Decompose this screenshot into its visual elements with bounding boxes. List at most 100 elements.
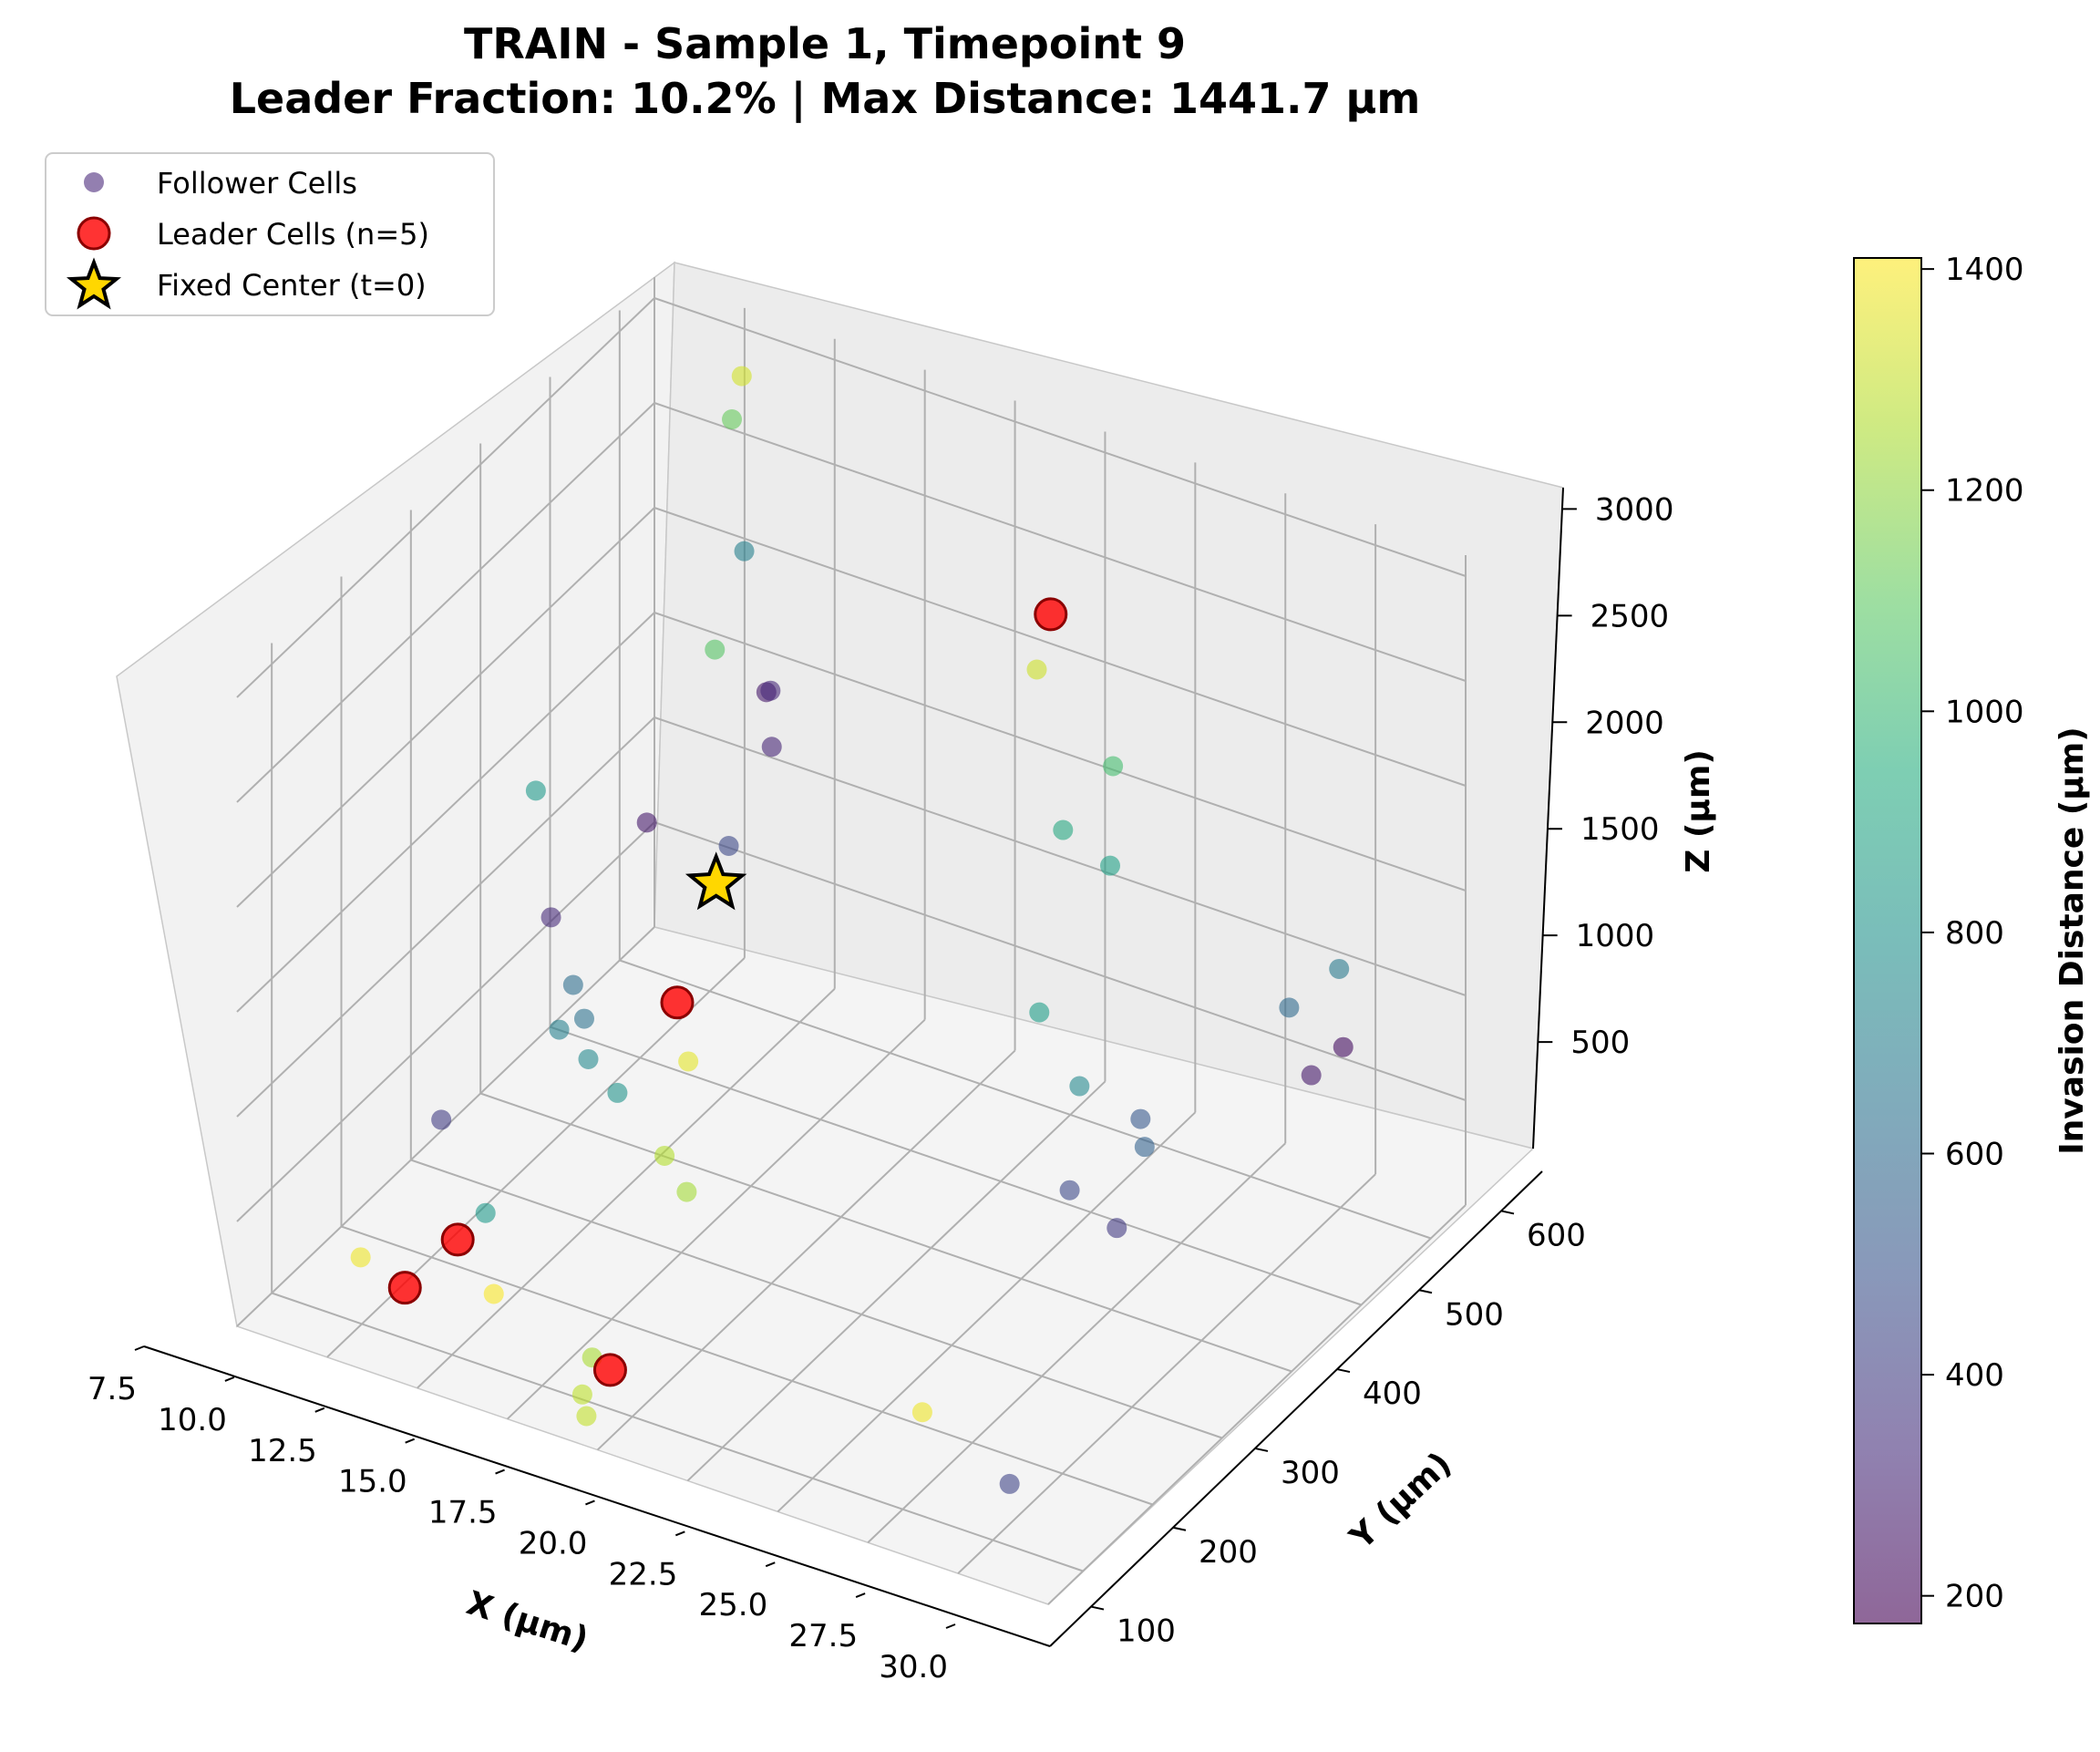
z-ticks: 500 1000 1500 2000 2500 3000 (1538, 491, 1673, 1061)
legend-follower-label: Follower Cells (157, 166, 357, 201)
y-tick-mark (1418, 1289, 1433, 1294)
leader-cell-point (660, 985, 695, 1020)
colorbar-tick-label: 800 (1945, 915, 2004, 952)
y-tick-mark (1090, 1605, 1105, 1611)
left-wall-gridline-z (236, 716, 655, 1118)
x-tick-label: 12.5 (248, 1433, 317, 1469)
follower-cell-point (573, 1008, 594, 1029)
x-tick-mark (585, 1500, 595, 1506)
y-tick-label: 400 (1363, 1376, 1422, 1412)
follower-cell-point (1029, 1002, 1050, 1023)
floor-gridline-y (550, 1025, 1362, 1306)
floor-gridline-x (957, 1173, 1376, 1574)
follower-cell-point (761, 737, 782, 757)
x-tick-label: 27.5 (788, 1618, 858, 1654)
floor-gridline-x (596, 1049, 1016, 1451)
follower-cell-point (705, 639, 726, 660)
colorbar-tick-label: 600 (1945, 1136, 2004, 1172)
follower-cell-point (760, 680, 781, 701)
chart-title: TRAIN - Sample 1, Timepoint 9 (464, 19, 1186, 68)
floor-gridline-y (479, 1092, 1292, 1373)
follower-cell-point (576, 1406, 597, 1427)
legend-leader-label: Leader Cells (n=5) (157, 217, 429, 252)
follower-cell-point (1103, 756, 1124, 777)
z-tick-label: 3000 (1595, 491, 1674, 528)
legend-center-marker (66, 257, 122, 310)
leader-cell-point (387, 1271, 422, 1305)
x-tick-mark (134, 1345, 145, 1351)
x-tick-label: 22.5 (609, 1556, 678, 1592)
z-axis-line (1532, 487, 1564, 1149)
follower-cell-point (734, 541, 755, 562)
floor-gridline-y (341, 1225, 1153, 1506)
follower-cell-point (540, 907, 561, 928)
y-tick-label: 500 (1445, 1296, 1504, 1333)
x-tick-mark (495, 1469, 505, 1475)
x-tick-mark (314, 1407, 325, 1413)
x-ticks: 7.5 10.0 12.5 15.0 17.5 20.0 22.5 25.0 27.5 30.0 (88, 1345, 956, 1685)
floor-gridline-x (1047, 1204, 1467, 1605)
y-tick-label: 600 (1527, 1217, 1586, 1253)
z-tick-label: 2000 (1585, 705, 1664, 741)
y-tick-mark (1254, 1447, 1269, 1452)
x-axis-line (143, 1345, 1051, 1647)
floor-gridline-x (686, 1080, 1107, 1482)
left-wall-gridline-z (236, 402, 655, 803)
y-tick-mark (1336, 1368, 1351, 1374)
scatter-points (350, 366, 1354, 1494)
x-tick-mark (855, 1592, 866, 1599)
left-wall-gridline-z (236, 507, 655, 908)
floor-gridline-x (777, 1111, 1197, 1513)
follower-cell-point (578, 1048, 599, 1069)
x-tick-label: 10.0 (158, 1402, 227, 1438)
follower-cell-point (475, 1202, 496, 1223)
x-tick-mark (224, 1376, 235, 1382)
x-tick-label: 17.5 (428, 1495, 498, 1531)
follower-cell-point (731, 366, 752, 386)
x-tick-label: 30.0 (879, 1649, 948, 1685)
floor-gridline-x (867, 1142, 1286, 1543)
follower-cell-point (1059, 1180, 1080, 1201)
follower-cell-point (722, 409, 743, 430)
legend: Follower Cells Leader Cells (n=5) Fixed … (45, 152, 495, 316)
colorbar-tick-label: 400 (1945, 1357, 2004, 1394)
x-tick-mark (945, 1623, 956, 1629)
follower-cell-point (1130, 1108, 1151, 1129)
back-wall-gridline-z (654, 402, 1467, 682)
leader-cell-point (1034, 597, 1068, 632)
fixed-center-star (685, 851, 747, 911)
leader-cell-point (440, 1222, 475, 1257)
back-wall-gridline-z (654, 507, 1467, 787)
follower-cell-point (676, 1181, 697, 1202)
x-tick-mark (765, 1561, 776, 1568)
follower-cell-point (562, 974, 583, 995)
x-tick-mark (405, 1438, 416, 1444)
follower-cell-point (718, 836, 739, 857)
follower-cell-point (911, 1402, 932, 1423)
gridlines (236, 277, 1467, 1605)
axes-3d: 7.510.012.515.017.520.022.525.027.530.0 … (88, 261, 1717, 1685)
follower-cell-point (350, 1247, 371, 1268)
colorbar-tick-label: 1000 (1945, 694, 2024, 730)
y-ticks: 100 200 300 400 500 600 (1090, 1210, 1586, 1650)
follower-cell-point (1053, 819, 1074, 840)
x-tick-label: 7.5 (88, 1371, 137, 1407)
follower-cell-point (999, 1473, 1020, 1494)
back-wall-gridline-z (654, 612, 1467, 891)
back-wall-gridline-z (654, 297, 1467, 577)
y-tick-label: 300 (1281, 1455, 1340, 1491)
follower-cell-point (571, 1384, 592, 1405)
z-tick-label: 1000 (1576, 918, 1655, 954)
y-tick-mark (1500, 1210, 1515, 1215)
follower-cell-point (1026, 659, 1047, 680)
follower-cell-point (678, 1051, 699, 1072)
x-tick-mark (674, 1530, 685, 1537)
legend-leader-marker (77, 216, 111, 251)
colorbar-ticks: 200 400 600 800 1000 1200 1400 (1921, 252, 2024, 1615)
left-wall-gridline-z (236, 297, 655, 698)
follower-cell-point (525, 780, 546, 801)
follower-cell-point (1279, 997, 1300, 1018)
follower-cell-point (1329, 958, 1350, 979)
legend-follower-marker (84, 172, 104, 192)
